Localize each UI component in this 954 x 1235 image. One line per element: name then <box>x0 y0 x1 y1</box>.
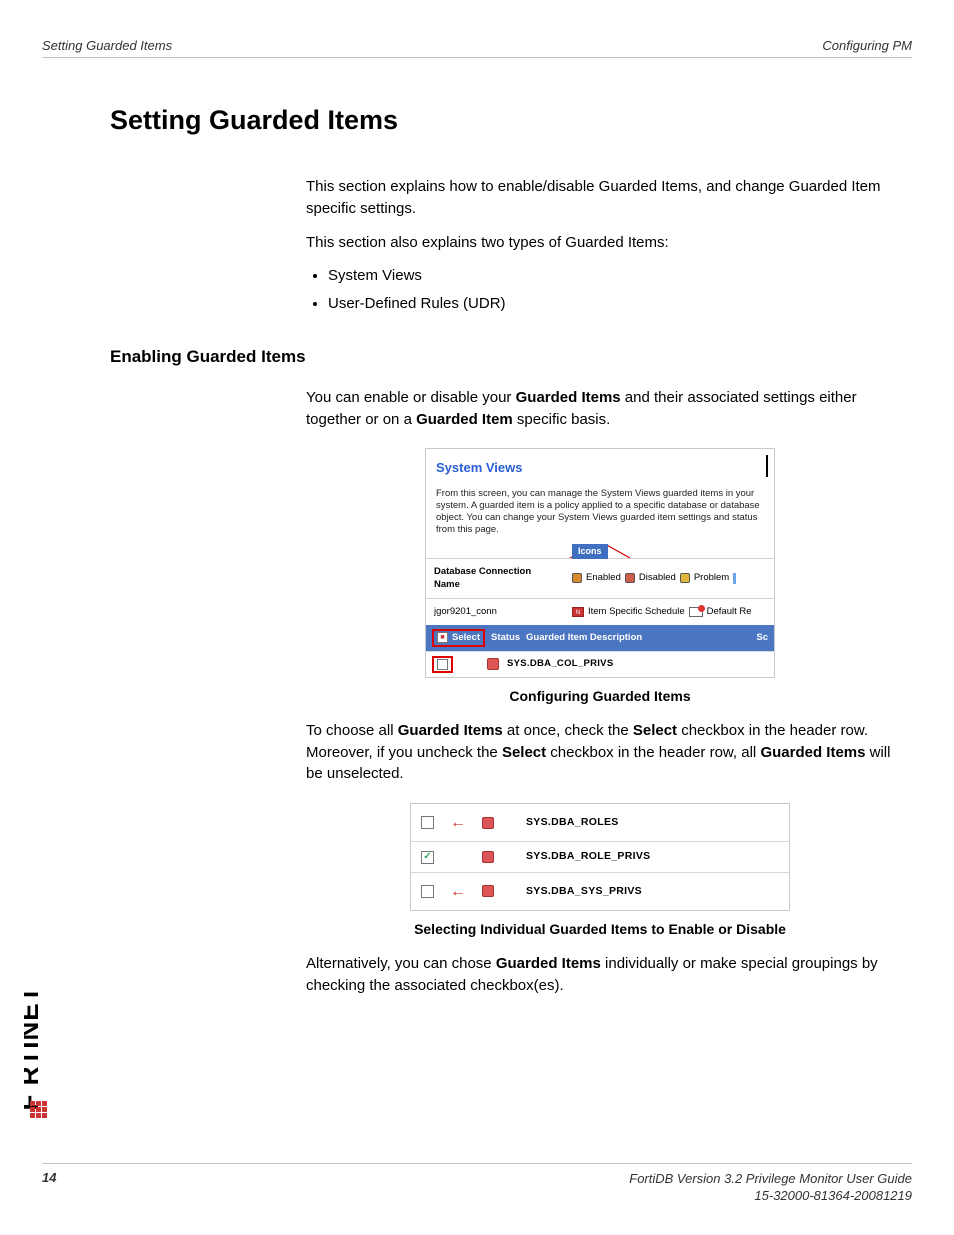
new-icon: N <box>572 607 584 617</box>
legend-row-1: Enabled Disabled Problem <box>566 559 774 599</box>
db-connection-value: jgor9201_conn <box>426 599 566 625</box>
row-item-name: SYS.DBA_COL_PRIVS <box>507 657 613 671</box>
select-all-paragraph: To choose all Guarded Items at once, che… <box>306 720 894 785</box>
schedule-icon <box>689 607 703 617</box>
intro-bullet-list: System Views User-Defined Rules (UDR) <box>328 265 894 315</box>
final-paragraph: Alternatively, you can chose Guarded Ite… <box>306 953 894 997</box>
figure2-caption: Selecting Individual Guarded Items to En… <box>306 919 894 939</box>
footer-doc-id: 15-32000-81364-20081219 <box>629 1187 912 1205</box>
section-heading-enabling: Enabling Guarded Items <box>110 347 894 367</box>
row-status-icon <box>487 658 499 670</box>
page-title: Setting Guarded Items <box>110 105 894 136</box>
row-status-icon <box>482 885 494 897</box>
fig2-row-2: SYS.DBA_ROLE_PRIVS <box>411 842 789 872</box>
arrow-left-icon: ← <box>448 880 468 903</box>
intro-bullet-1: System Views <box>328 265 894 287</box>
bar-icon <box>733 573 736 584</box>
row-checkbox[interactable] <box>421 851 434 864</box>
row-status-icon <box>482 817 494 829</box>
fig1-title: System Views <box>426 449 774 480</box>
arrow-left-icon: ← <box>448 811 468 834</box>
fig2-row-3: ← SYS.DBA_SYS_PRIVS <box>411 873 789 910</box>
legend-row-2: N Item Specific Schedule Default Re <box>566 599 774 625</box>
select-all-checkbox[interactable] <box>437 632 448 643</box>
select-header-highlight: Select <box>432 629 485 647</box>
footer-guide-name: FortiDB Version 3.2 Privilege Monitor Us… <box>629 1170 912 1188</box>
fig2-row-1: ← SYS.DBA_ROLES <box>411 804 789 842</box>
page-number: 14 <box>42 1170 56 1205</box>
disabled-icon <box>625 573 635 583</box>
row-checkbox[interactable] <box>437 659 448 670</box>
row-checkbox[interactable] <box>421 816 434 829</box>
running-footer: 14 FortiDB Version 3.2 Privilege Monitor… <box>42 1163 912 1205</box>
intro-paragraph-2: This section also explains two types of … <box>306 232 894 254</box>
intro-paragraph-1: This section explains how to enable/disa… <box>306 176 894 220</box>
figure-configuring-guarded-items: System Views From this screen, you can m… <box>425 448 775 677</box>
row-label: SYS.DBA_ROLES <box>526 815 619 830</box>
row-checkbox[interactable] <box>421 885 434 898</box>
db-connection-label: Database Connection Name <box>426 559 566 599</box>
header-right: Configuring PM <box>822 38 912 53</box>
row-label: SYS.DBA_ROLE_PRIVS <box>526 849 650 864</box>
fig1-table-header: Select Status Guarded Item Description S… <box>426 625 774 651</box>
row-label: SYS.DBA_SYS_PRIVS <box>526 884 642 899</box>
header-left: Setting Guarded Items <box>42 38 172 53</box>
page-content: Setting Guarded Items This section expla… <box>110 105 894 1009</box>
text-cursor-icon <box>766 455 768 477</box>
figure1-caption: Configuring Guarded Items <box>306 686 894 706</box>
icons-tab-label: Icons <box>572 544 608 559</box>
enabled-icon <box>572 573 582 583</box>
intro-bullet-2: User-Defined Rules (UDR) <box>328 293 894 315</box>
row-status-icon <box>482 851 494 863</box>
svg-text:F RTINET: F RTINET <box>24 986 44 1111</box>
fig1-description: From this screen, you can manage the Sys… <box>426 480 774 544</box>
problem-icon <box>680 573 690 583</box>
figure-selecting-individual-items: ← SYS.DBA_ROLES SYS.DBA_ROLE_PRIVS ← SYS… <box>410 803 790 911</box>
running-header: Setting Guarded Items Configuring PM <box>42 38 912 58</box>
row-checkbox-highlight <box>432 656 453 673</box>
fig1-table-row: SYS.DBA_COL_PRIVS <box>426 651 774 677</box>
enabling-paragraph: You can enable or disable your Guarded I… <box>306 387 894 431</box>
footer-right: FortiDB Version 3.2 Privilege Monitor Us… <box>629 1170 912 1205</box>
fortinet-logo: F RTINET <box>24 953 52 1143</box>
